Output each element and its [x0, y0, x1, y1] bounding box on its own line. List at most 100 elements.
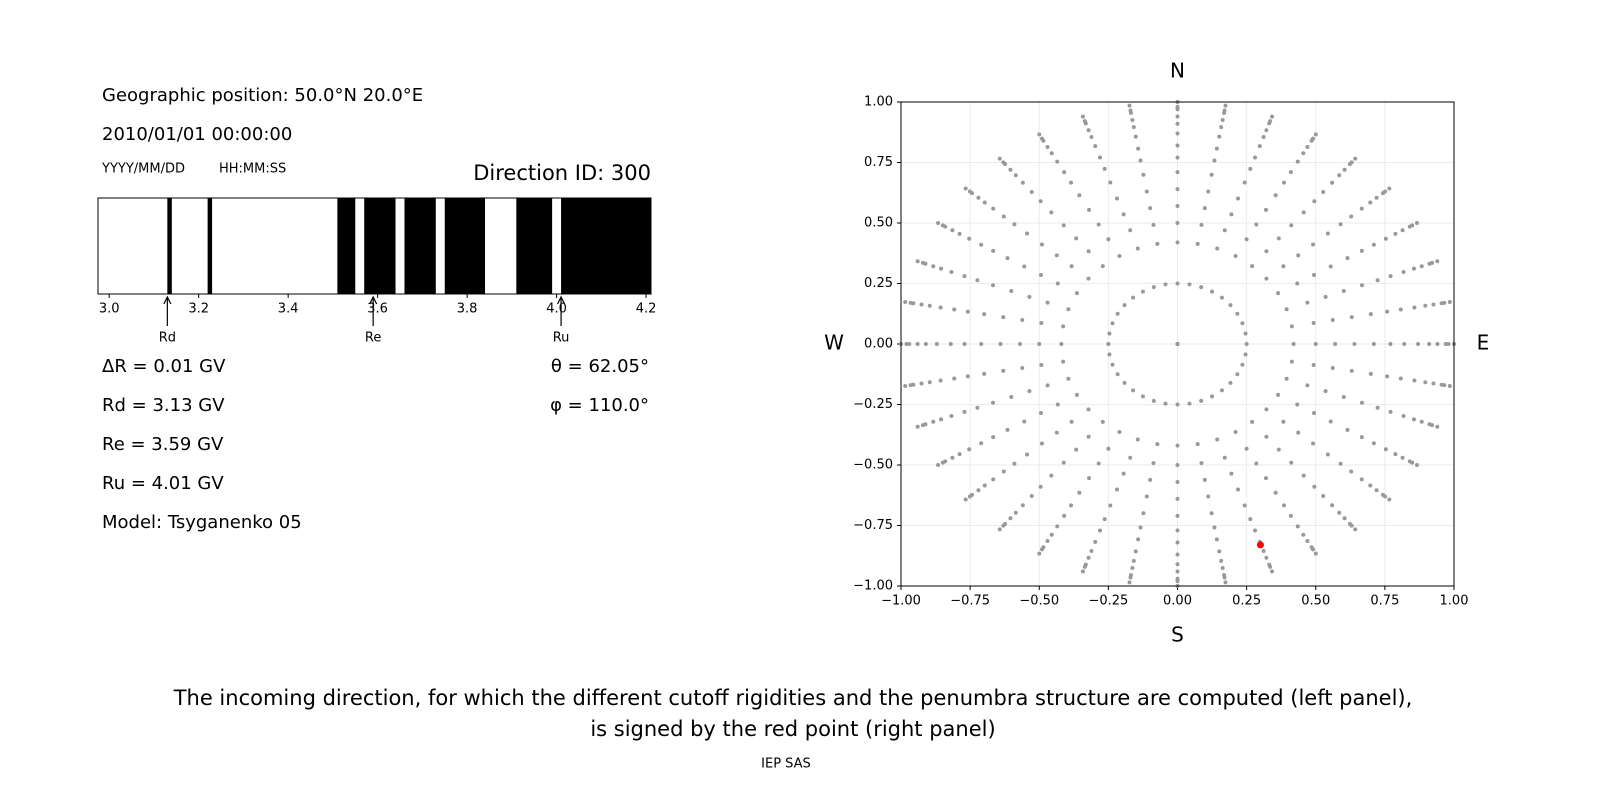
direction-point: [938, 378, 943, 383]
direction-point: [1175, 513, 1180, 518]
direction-point: [1276, 291, 1281, 296]
direction-point: [1240, 362, 1245, 367]
direction-point: [1020, 318, 1025, 323]
datetime: 2010/01/01 00:00:00: [102, 124, 292, 145]
direction-point: [1383, 494, 1388, 499]
direction-point: [1338, 222, 1343, 227]
x-tick-label: 4.0: [546, 302, 567, 317]
forbidden-band: [444, 198, 486, 294]
direction-point: [1359, 206, 1364, 211]
direction-point: [1045, 300, 1050, 305]
x-tick-label: 3.4: [278, 302, 299, 317]
direction-point: [1175, 463, 1180, 467]
direction-point: [1447, 299, 1452, 304]
direction-point: [1311, 320, 1316, 325]
direction-point: [1359, 435, 1364, 440]
direction-point: [1337, 510, 1342, 515]
direction-point: [1447, 384, 1452, 389]
direction-point: [1097, 528, 1102, 533]
direction-point: [957, 231, 962, 236]
direction-point: [1228, 303, 1233, 308]
y-tick-label: −0.75: [853, 518, 893, 533]
direction-point: [1187, 401, 1192, 406]
direction-point: [1039, 320, 1044, 325]
compass-east: E: [1477, 331, 1490, 355]
direction-point: [1130, 566, 1135, 571]
direction-point: [1138, 158, 1143, 163]
direction-point: [1228, 380, 1233, 385]
compass-west: W: [824, 331, 844, 355]
direction-point: [1349, 368, 1354, 373]
direction-point: [1323, 389, 1328, 394]
direction-point: [1087, 476, 1092, 481]
direction-point: [919, 381, 924, 386]
direction-point: [1220, 117, 1225, 122]
direction-point: [1110, 362, 1115, 367]
direction-point: [1061, 359, 1066, 364]
direction-point: [1301, 532, 1306, 537]
direction-point: [1312, 484, 1317, 489]
direction-point: [1325, 452, 1330, 457]
direction-point: [1131, 388, 1136, 393]
direction-point: [1419, 419, 1424, 424]
direction-point: [1175, 562, 1180, 567]
direction-point: [1328, 419, 1333, 424]
direction-point: [1115, 311, 1120, 316]
direction-point: [1281, 180, 1286, 185]
direction-point: [1086, 407, 1091, 412]
direction-point: [1144, 494, 1149, 499]
direction-point: [1222, 455, 1227, 460]
direction-point: [1135, 437, 1140, 442]
direction-point: [1276, 236, 1281, 241]
direction-point: [1049, 473, 1054, 478]
direction-point: [1371, 441, 1376, 446]
direction-point: [1410, 460, 1415, 465]
position: Geographic position: 50.0°N 20.0°E: [102, 85, 423, 106]
direction-point: [1368, 200, 1373, 205]
direction-point: [1140, 394, 1145, 399]
direction-point: [1055, 159, 1060, 164]
direction-point: [1374, 488, 1379, 493]
direction-point: [1270, 114, 1275, 119]
direction-point: [962, 409, 967, 414]
direction-point: [1175, 143, 1180, 148]
direction-point: [1289, 359, 1294, 364]
direction-point: [1264, 407, 1269, 412]
direction-point: [965, 309, 970, 314]
direction-point: [1371, 242, 1376, 247]
direction-point: [1398, 307, 1403, 312]
direction-point: [1074, 291, 1079, 296]
direction-point: [1175, 496, 1180, 501]
y-tick-label: 0.75: [864, 155, 893, 170]
direction-point: [1281, 264, 1286, 269]
direction-point: [1106, 446, 1111, 451]
direction-point: [1130, 117, 1135, 122]
direction-point: [950, 455, 955, 460]
x-tick-label: 0.25: [1232, 594, 1261, 609]
direction-point: [1431, 302, 1436, 307]
direction-point: [1175, 569, 1180, 574]
direction-point: [991, 435, 996, 440]
direction-point: [1074, 447, 1079, 452]
direction-point: [920, 260, 925, 265]
direction-point: [1144, 189, 1149, 194]
direction-point: [1414, 463, 1419, 467]
direction-point: [1155, 442, 1160, 447]
direction-point: [1375, 405, 1380, 410]
footer: IEP SAS: [761, 757, 811, 772]
direction-point: [1368, 312, 1373, 317]
direction-point: [1257, 144, 1262, 149]
direction-point: [1427, 342, 1432, 346]
direction-point: [1175, 540, 1180, 545]
direction-point: [1371, 342, 1376, 346]
direction-point: [1206, 189, 1211, 194]
direction-point: [1374, 195, 1379, 200]
direction-point: [934, 342, 939, 346]
direction-point: [1093, 539, 1098, 544]
direction-point: [1061, 223, 1066, 228]
direction-point: [1022, 419, 1027, 424]
y-tick-label: 0.00: [864, 337, 893, 352]
direction-point: [1401, 414, 1406, 419]
direction-point: [1061, 460, 1066, 465]
